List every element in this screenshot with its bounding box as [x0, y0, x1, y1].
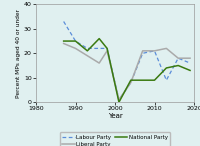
Labour Party	[141, 52, 144, 54]
National Party	[141, 79, 144, 81]
Liberal Party	[141, 50, 144, 52]
National Party	[74, 40, 77, 42]
Liberal Party	[118, 99, 120, 101]
Liberal Party	[189, 57, 191, 59]
Labour Party	[189, 62, 191, 64]
National Party	[153, 79, 156, 81]
Labour Party	[118, 99, 120, 101]
Liberal Party	[74, 48, 77, 49]
National Party	[130, 79, 132, 81]
Labour Party	[153, 50, 156, 52]
National Party	[98, 38, 100, 39]
Liberal Party	[98, 62, 100, 64]
National Party	[62, 40, 65, 42]
National Party	[165, 67, 168, 69]
Liberal Party	[130, 82, 132, 84]
Liberal Party	[62, 43, 65, 44]
Line: Labour Party: Labour Party	[64, 21, 190, 100]
Labour Party	[62, 21, 65, 22]
Labour Party	[177, 57, 179, 59]
National Party	[86, 50, 89, 52]
Line: National Party: National Party	[64, 39, 190, 102]
Labour Party	[165, 79, 168, 81]
Liberal Party	[165, 48, 168, 49]
Labour Party	[98, 48, 100, 49]
Legend: Labour Party, Liberal Party, National Party: Labour Party, Liberal Party, National Pa…	[60, 132, 170, 146]
X-axis label: Year: Year	[108, 113, 122, 119]
Liberal Party	[86, 55, 89, 57]
National Party	[177, 65, 179, 66]
Labour Party	[86, 48, 89, 49]
National Party	[118, 101, 120, 103]
Y-axis label: Percent MPs aged 40 or under: Percent MPs aged 40 or under	[16, 9, 21, 98]
Line: Liberal Party: Liberal Party	[64, 44, 190, 100]
National Party	[106, 48, 108, 49]
National Party	[189, 69, 191, 71]
Labour Party	[74, 40, 77, 42]
Labour Party	[106, 48, 108, 49]
Labour Party	[130, 82, 132, 84]
Liberal Party	[106, 50, 108, 52]
Liberal Party	[153, 50, 156, 52]
Liberal Party	[177, 57, 179, 59]
